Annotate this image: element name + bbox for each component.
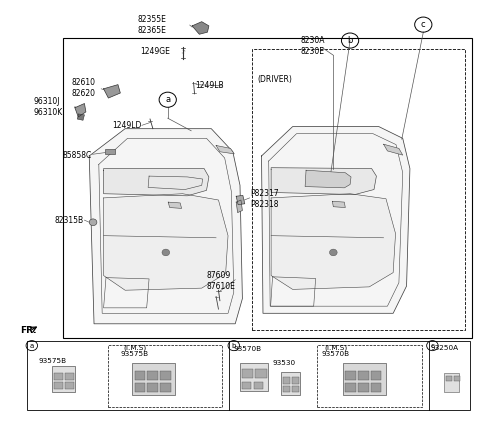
Text: 93530: 93530 [273, 360, 296, 366]
Polygon shape [236, 195, 245, 205]
Bar [371, 371, 382, 380]
Bar [27, 341, 470, 410]
Bar [242, 382, 251, 389]
Bar [242, 369, 253, 378]
Text: b: b [348, 36, 353, 45]
Bar [160, 371, 171, 380]
Text: c: c [431, 343, 434, 349]
Text: c: c [421, 20, 426, 29]
Text: a: a [165, 95, 170, 104]
Bar [253, 382, 263, 389]
Text: P82317
P82318: P82317 P82318 [251, 189, 279, 209]
Bar [444, 373, 459, 392]
Bar [160, 383, 171, 392]
Bar [292, 386, 299, 392]
Text: (I.M.S): (I.M.S) [123, 344, 146, 351]
Bar [283, 386, 290, 392]
Text: 85858C: 85858C [63, 151, 92, 160]
Bar [132, 363, 175, 395]
Bar [52, 366, 75, 392]
Circle shape [89, 219, 97, 226]
Bar [105, 149, 115, 154]
Bar [345, 371, 356, 380]
Bar [281, 372, 300, 395]
Bar [54, 381, 63, 389]
Bar [345, 383, 356, 392]
Polygon shape [104, 168, 209, 196]
Polygon shape [236, 200, 242, 213]
Polygon shape [262, 127, 410, 313]
Bar [54, 373, 63, 380]
Bar [147, 383, 158, 392]
Text: a: a [30, 343, 34, 349]
Polygon shape [168, 202, 181, 208]
Text: 1249LB: 1249LB [195, 81, 224, 91]
Text: 82315B: 82315B [55, 216, 84, 225]
Text: 1249LD: 1249LD [112, 121, 142, 130]
Bar [446, 376, 452, 381]
Bar [255, 369, 266, 378]
Bar [343, 363, 386, 395]
Text: 1249GE: 1249GE [140, 47, 170, 56]
Bar [135, 371, 145, 380]
Bar [317, 345, 422, 407]
Text: FR.: FR. [20, 326, 36, 336]
Text: 96310J
96310K: 96310J 96310K [33, 97, 62, 117]
Text: 87609
87610E: 87609 87610E [206, 271, 235, 291]
Bar [135, 383, 145, 392]
Bar [252, 49, 465, 330]
Text: 8230A
8230E: 8230A 8230E [301, 35, 325, 56]
Polygon shape [75, 104, 86, 117]
Bar [147, 371, 158, 380]
Bar [371, 383, 382, 392]
Bar [358, 383, 369, 392]
Bar [65, 373, 73, 380]
Bar [65, 381, 73, 389]
Text: 82610
82620: 82610 82620 [72, 77, 96, 98]
Bar [63, 38, 472, 338]
Circle shape [162, 249, 169, 256]
Bar [108, 345, 222, 407]
Text: 93250A: 93250A [431, 345, 459, 351]
Polygon shape [192, 21, 209, 34]
Text: b: b [231, 343, 236, 349]
Text: 93570B: 93570B [322, 352, 350, 357]
Bar [240, 363, 268, 392]
Polygon shape [271, 194, 396, 289]
Text: 82355E
82365E: 82355E 82365E [137, 15, 166, 35]
Text: (DRIVER): (DRIVER) [258, 75, 293, 84]
Polygon shape [305, 170, 351, 188]
Bar [283, 377, 290, 384]
Text: 93575B: 93575B [38, 358, 66, 364]
Text: 93570B: 93570B [234, 346, 262, 352]
Polygon shape [271, 168, 376, 195]
Text: (I.M.S): (I.M.S) [324, 344, 348, 351]
Bar [454, 376, 460, 381]
Polygon shape [104, 194, 228, 290]
Polygon shape [216, 146, 234, 154]
Polygon shape [104, 85, 120, 98]
Polygon shape [89, 129, 242, 324]
Bar [358, 371, 369, 380]
Polygon shape [332, 201, 345, 208]
Polygon shape [384, 144, 403, 155]
Circle shape [329, 249, 337, 256]
Text: 93575B: 93575B [120, 352, 149, 357]
Bar [292, 377, 299, 384]
Polygon shape [77, 114, 84, 120]
